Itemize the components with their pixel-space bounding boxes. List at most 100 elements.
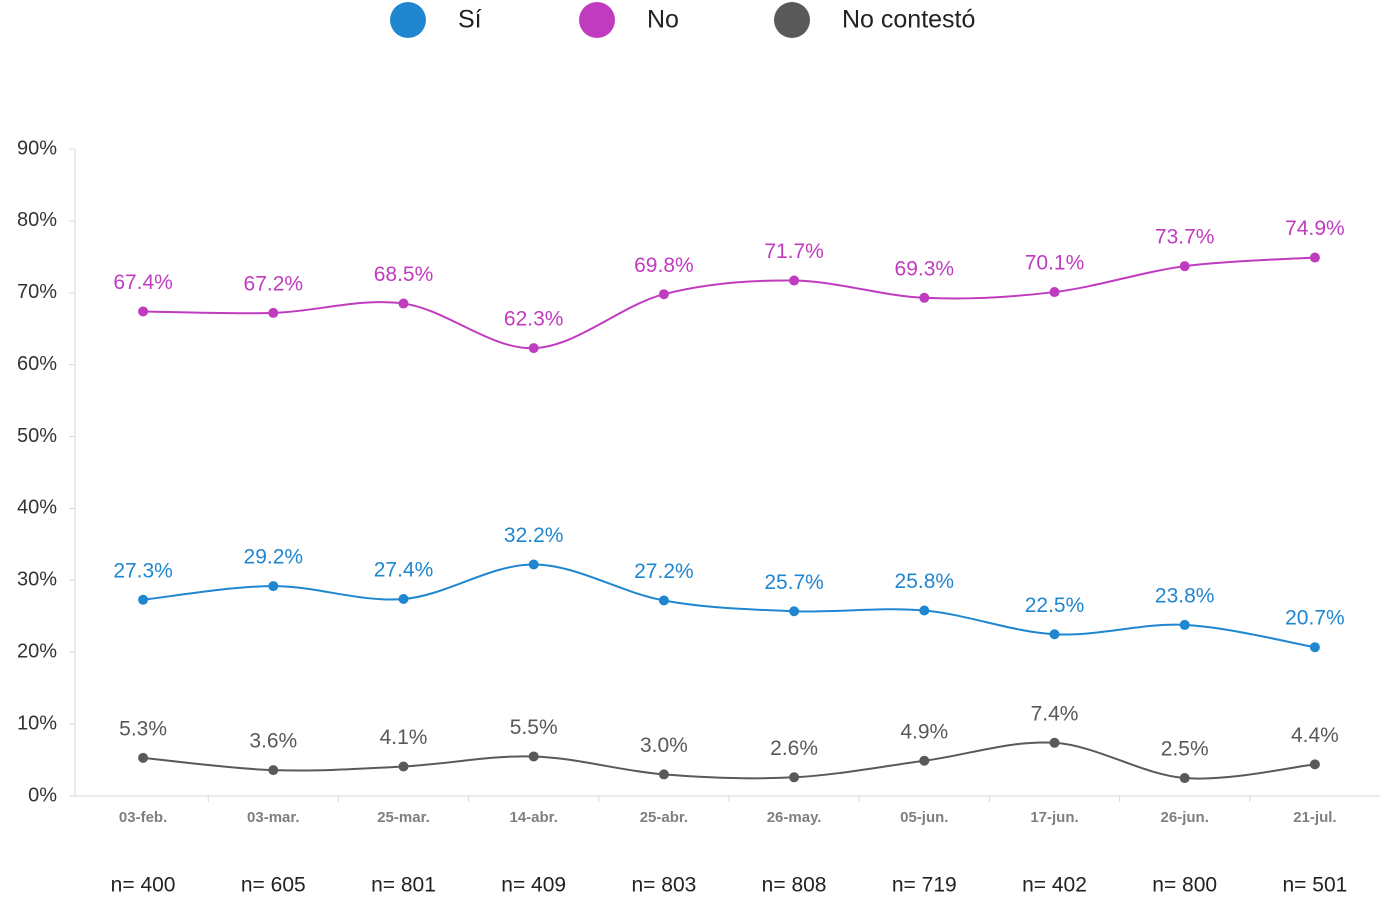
data-point (658, 769, 669, 780)
sample-size: n= 400 (111, 874, 176, 897)
sample-size: n= 808 (762, 874, 827, 897)
data-label: 71.7% (764, 240, 824, 263)
x-tick-label: 03-feb. (119, 809, 167, 826)
y-tick-label: 70% (17, 281, 57, 303)
x-tick-label: 05-jun. (900, 809, 948, 826)
data-label: 69.8% (634, 254, 694, 277)
data-label: 69.3% (895, 257, 955, 280)
y-tick-label: 30% (17, 569, 57, 591)
data-label: 67.2% (244, 272, 304, 295)
data-label: 62.3% (504, 308, 564, 331)
data-point (1179, 261, 1190, 272)
data-point (789, 606, 800, 617)
sample-size: n= 801 (371, 874, 436, 897)
x-tick-label: 03-mar. (247, 809, 300, 826)
data-point (528, 751, 539, 762)
sample-size: n= 501 (1282, 874, 1347, 897)
sample-size: n= 719 (892, 874, 957, 897)
data-point (1179, 619, 1190, 630)
data-point (528, 343, 539, 354)
data-label: 5.3% (119, 717, 167, 740)
series-line (143, 256, 1315, 350)
data-label: 68.5% (374, 263, 434, 286)
data-point (1049, 287, 1060, 298)
data-label: 3.0% (640, 734, 688, 757)
data-label: 27.3% (113, 559, 173, 582)
y-tick-label: 80% (17, 209, 57, 231)
data-label: 3.6% (249, 730, 297, 753)
x-tick-label: 25-mar. (377, 809, 430, 826)
y-tick-label: 20% (17, 641, 57, 663)
data-label: 20.7% (1285, 607, 1345, 630)
data-point (138, 752, 149, 763)
y-tick-label: 10% (17, 712, 57, 734)
y-tick-label: 60% (17, 353, 57, 375)
legend-label: Sí (458, 6, 482, 34)
data-label: 25.7% (764, 571, 824, 594)
legend-label: No (647, 6, 679, 34)
data-label: 29.2% (244, 546, 304, 569)
y-tick-label: 50% (17, 425, 57, 447)
data-point (398, 594, 409, 605)
data-point (268, 581, 279, 592)
data-point (919, 755, 930, 766)
data-point (268, 307, 279, 318)
data-label: 4.1% (380, 726, 428, 749)
data-point (398, 761, 409, 772)
series-line (143, 741, 1316, 780)
data-point (138, 306, 149, 317)
data-point (528, 559, 539, 570)
data-point (919, 605, 930, 616)
data-label: 22.5% (1025, 594, 1085, 617)
x-tick-label: 21-jul. (1293, 809, 1336, 826)
data-point (398, 298, 409, 309)
data-label: 4.9% (900, 720, 948, 743)
sample-size: n= 402 (1022, 874, 1087, 897)
data-label: 73.7% (1155, 226, 1215, 249)
data-point (789, 275, 800, 286)
series-line (142, 563, 1316, 649)
data-point (268, 765, 279, 776)
data-point (1309, 759, 1320, 770)
data-label: 4.4% (1291, 724, 1339, 747)
x-tick-label: 25-abr. (640, 809, 688, 826)
data-label: 32.2% (504, 524, 564, 547)
x-tick-label: 17-jun. (1030, 809, 1078, 826)
data-point (1309, 252, 1320, 263)
data-point (1309, 642, 1320, 653)
data-point (138, 594, 149, 605)
data-label: 67.4% (113, 271, 173, 294)
data-label: 2.6% (770, 737, 818, 760)
sample-size: n= 605 (241, 874, 306, 897)
data-label: 27.2% (634, 560, 694, 583)
legend-swatch (579, 2, 615, 38)
sample-size: n= 800 (1152, 874, 1217, 897)
legend-swatch (390, 2, 426, 38)
data-label: 25.8% (895, 570, 955, 593)
data-point (919, 292, 930, 303)
x-tick-label: 14-abr. (510, 809, 558, 826)
data-point (1049, 629, 1060, 640)
data-point (789, 772, 800, 783)
data-label: 7.4% (1031, 702, 1079, 725)
data-label: 2.5% (1161, 738, 1209, 761)
y-tick-label: 0% (28, 784, 57, 806)
legend-label: No contestó (842, 6, 975, 34)
y-tick-label: 40% (17, 497, 57, 519)
y-tick-label: 90% (17, 137, 57, 159)
data-point (658, 595, 669, 606)
data-point (1049, 737, 1060, 748)
sample-size: n= 803 (631, 874, 696, 897)
data-label: 5.5% (510, 716, 558, 739)
sample-size: n= 409 (501, 874, 566, 897)
x-tick-label: 26-jun. (1161, 809, 1209, 826)
legend-swatch (774, 2, 810, 38)
data-label: 70.1% (1025, 252, 1085, 275)
data-label: 74.9% (1285, 217, 1345, 240)
data-point (1179, 773, 1190, 784)
data-label: 27.4% (374, 559, 434, 582)
data-point (658, 289, 669, 300)
x-tick-label: 26-may. (767, 809, 822, 826)
data-label: 23.8% (1155, 584, 1215, 607)
